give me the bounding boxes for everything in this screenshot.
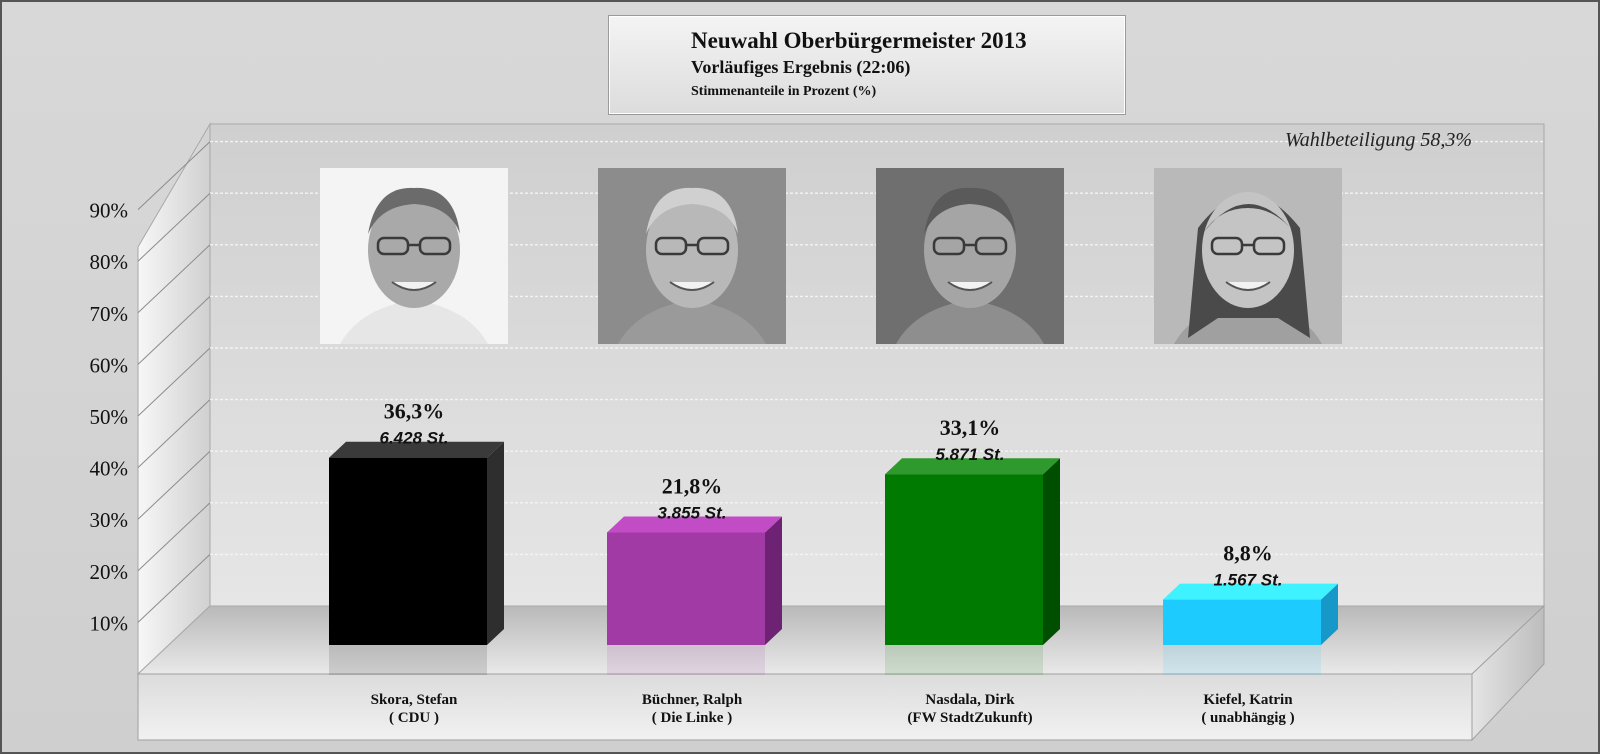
bar-reflection — [607, 645, 765, 675]
y-tick-label: 70% — [90, 302, 129, 326]
y-tick-label: 30% — [90, 508, 129, 532]
category-label: Skora, Stefan — [371, 692, 458, 708]
bar-reflection — [329, 645, 487, 675]
portrait-buechner — [598, 168, 786, 344]
base-right — [1471, 604, 1545, 742]
chart-note: Stimmenanteile in Prozent (%) — [691, 84, 877, 99]
title-box: Neuwahl Oberbürgermeister 2013 Vorläufig… — [608, 15, 1126, 115]
y-tick-label: 80% — [90, 250, 129, 274]
bar-votes-label: 5.871 St. — [936, 445, 1005, 464]
base-front — [137, 673, 1473, 741]
category-party-label: ( unabhängig ) — [1201, 710, 1294, 726]
bar-side — [487, 441, 504, 645]
gridline-side — [137, 296, 211, 365]
bar — [329, 457, 487, 645]
gridline-side — [137, 141, 211, 210]
y-tick-label: 50% — [90, 405, 129, 429]
bar-side — [1321, 583, 1338, 645]
category-label: Büchner, Ralph — [642, 692, 743, 708]
bar-votes-label: 6.428 St. — [380, 429, 449, 448]
bar-side — [765, 516, 782, 645]
gridline-side — [137, 450, 211, 520]
bar — [607, 532, 765, 645]
bar — [1163, 599, 1321, 645]
bar-side — [1043, 458, 1060, 645]
chart-subtitle: Vorläufiges Ergebnis (22:06) — [691, 57, 911, 77]
bar — [885, 474, 1043, 645]
category-label: Nasdala, Dirk — [925, 692, 1015, 708]
gridline-side — [137, 554, 211, 623]
bar-value-label: 8,8% — [1223, 541, 1273, 566]
bar-value-label: 36,3% — [384, 399, 445, 424]
y-tick-label: 60% — [90, 353, 129, 377]
y-tick-label: 40% — [90, 457, 129, 481]
bar-top — [329, 441, 504, 458]
bar-votes-label: 1.567 St. — [1214, 571, 1283, 590]
bar-top — [607, 516, 782, 533]
gridline-side — [137, 502, 211, 572]
bar-top — [885, 458, 1060, 475]
category-party-label: (FW StadtZukunft) — [907, 710, 1032, 726]
bar-reflection — [1163, 645, 1321, 675]
bar-value-label: 33,1% — [940, 415, 1001, 440]
gridline-side — [137, 192, 211, 262]
category-party-label: ( CDU ) — [389, 710, 439, 726]
category-label: Kiefel, Katrin — [1203, 692, 1293, 708]
y-tick-label: 10% — [90, 611, 129, 635]
portrait-skora — [320, 168, 508, 344]
bar-reflection — [885, 645, 1043, 675]
portrait-kiefel — [1154, 168, 1342, 344]
chart-title: Neuwahl Oberbürgermeister 2013 — [691, 28, 1027, 53]
turnout-label: Wahlbeteiligung 58,3% — [1285, 129, 1472, 151]
category-party-label: ( Die Linke ) — [652, 710, 732, 726]
gridline-side — [137, 244, 211, 314]
y-tick-label: 90% — [90, 199, 129, 223]
left-wall — [137, 122, 211, 676]
gridline-side — [137, 399, 211, 468]
bar-value-label: 21,8% — [662, 474, 723, 499]
y-tick-label: 20% — [90, 560, 129, 584]
bar-top — [1163, 583, 1338, 600]
gridline-side — [137, 347, 211, 417]
bar-votes-label: 3.855 St. — [658, 504, 727, 523]
portrait-nasdala — [876, 168, 1064, 344]
